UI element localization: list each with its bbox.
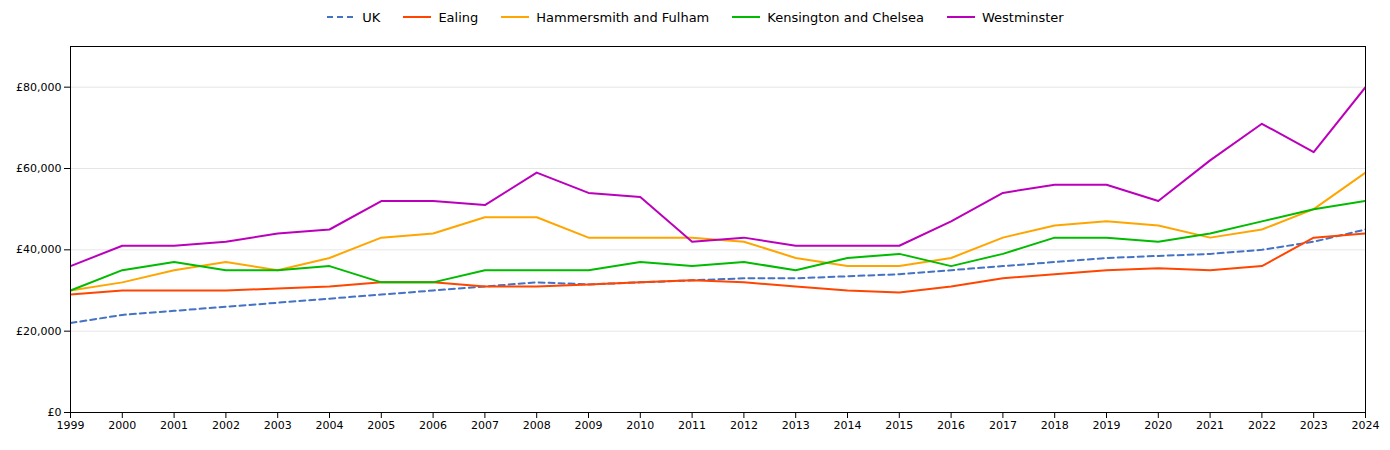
svg-text:2018: 2018 (1041, 419, 1069, 432)
svg-text:2004: 2004 (316, 419, 344, 432)
svg-text:£60,000: £60,000 (16, 162, 62, 175)
svg-text:£80,000: £80,000 (16, 81, 62, 94)
svg-text:2008: 2008 (523, 419, 551, 432)
html-text:Westminster: Westminster (982, 9, 1064, 25)
svg-text:2006: 2006 (419, 419, 447, 432)
svg-text:1999: 1999 (57, 419, 85, 432)
svg-text:2000: 2000 (108, 419, 136, 432)
svg-text:2024: 2024 (1352, 419, 1380, 432)
svg-text:£20,000: £20,000 (16, 325, 62, 338)
svg-text:£0: £0 (48, 406, 62, 419)
svg-text:2016: 2016 (937, 419, 965, 432)
svg-text:2015: 2015 (885, 419, 913, 432)
svg-text:2010: 2010 (626, 419, 654, 432)
svg-text:2023: 2023 (1300, 419, 1328, 432)
svg-text:2011: 2011 (678, 419, 706, 432)
svg-text:2001: 2001 (160, 419, 188, 432)
html-text:Ealing: Ealing (438, 9, 479, 25)
svg-text:2009: 2009 (575, 419, 603, 432)
html-text:Hammersmith and Fulham: Hammersmith and Fulham (536, 9, 710, 25)
svg-text:2003: 2003 (264, 419, 292, 432)
html-text:Kensington and Chelsea: Kensington and Chelsea (767, 9, 924, 25)
svg-text:£40,000: £40,000 (16, 243, 62, 256)
svg-text:2019: 2019 (1093, 419, 1121, 432)
svg-text:2021: 2021 (1196, 419, 1224, 432)
svg-text:2005: 2005 (367, 419, 395, 432)
svg-text:2012: 2012 (730, 419, 758, 432)
svg-text:2014: 2014 (834, 419, 862, 432)
svg-text:2017: 2017 (989, 419, 1017, 432)
svg-text:2007: 2007 (471, 419, 499, 432)
svg-text:2020: 2020 (1144, 419, 1172, 432)
svg-text:2022: 2022 (1248, 419, 1276, 432)
svg-text:2002: 2002 (212, 419, 240, 432)
html-text:UK: UK (362, 9, 381, 25)
svg-text:2013: 2013 (782, 419, 810, 432)
